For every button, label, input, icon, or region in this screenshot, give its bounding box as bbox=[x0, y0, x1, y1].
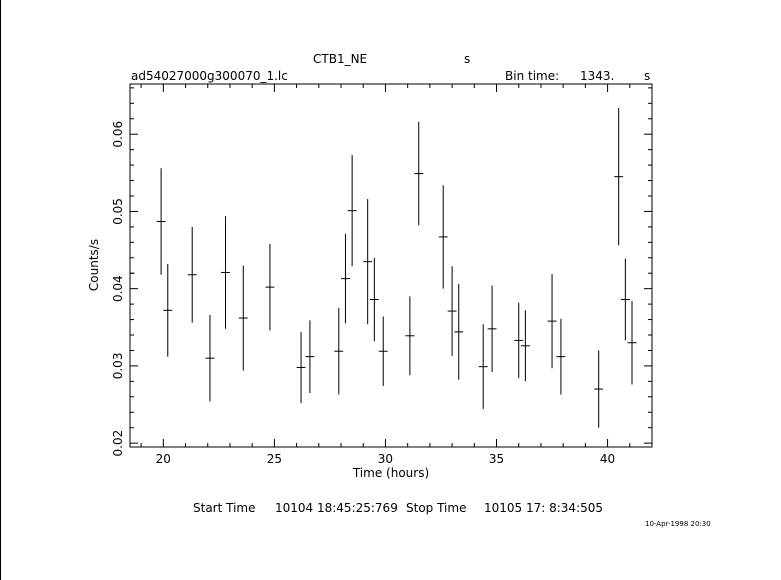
data-point bbox=[129, 226, 135, 320]
x-tick-label: 40 bbox=[600, 452, 615, 466]
data-point bbox=[514, 302, 524, 379]
data-point bbox=[156, 168, 166, 275]
y-tick-label: 0.03 bbox=[111, 353, 125, 380]
data-point bbox=[487, 285, 497, 373]
bin-time-unit: s bbox=[644, 69, 651, 83]
data-point bbox=[556, 318, 566, 395]
data-point bbox=[547, 273, 557, 369]
data-point bbox=[614, 107, 624, 246]
data-point bbox=[205, 314, 215, 402]
y-tick-label: 0.05 bbox=[111, 198, 125, 225]
x-axis-label: Time (hours) bbox=[352, 466, 429, 480]
stop-time-label: Stop Time bbox=[406, 501, 467, 515]
data-point bbox=[414, 121, 424, 226]
data-point bbox=[187, 226, 197, 323]
start-time-value: 10104 18:45:25:769 bbox=[275, 501, 398, 515]
y-tick-label: 0.02 bbox=[111, 430, 125, 457]
data-point bbox=[478, 324, 488, 410]
data-point bbox=[341, 233, 350, 324]
file-name: ad54027000g300070_1.lc bbox=[131, 69, 288, 83]
y-tick-label: 0.06 bbox=[111, 121, 125, 148]
plot-frame bbox=[129, 83, 653, 448]
x-tick-label: 30 bbox=[378, 452, 393, 466]
data-point bbox=[296, 331, 306, 403]
data-point bbox=[627, 301, 637, 385]
data-point bbox=[378, 316, 388, 386]
tick-labels: 20 25 30 35 40 0.02 0.03 0.04 0.05 0.06 bbox=[111, 121, 615, 466]
data-point bbox=[265, 243, 275, 331]
data-point bbox=[594, 350, 604, 428]
x-tick-label: 20 bbox=[156, 452, 171, 466]
object-unit: s bbox=[464, 52, 471, 66]
data-point bbox=[221, 216, 230, 329]
data-point bbox=[620, 258, 630, 341]
data-point bbox=[238, 265, 248, 371]
data-point bbox=[334, 307, 344, 395]
data-point bbox=[163, 263, 173, 357]
y-axis-label: Counts/s bbox=[87, 239, 101, 291]
bin-time-value: 1343. bbox=[580, 69, 615, 83]
data-point bbox=[305, 320, 315, 393]
start-time-label: Start Time bbox=[193, 501, 256, 515]
data-point bbox=[405, 296, 415, 376]
data-points bbox=[129, 107, 637, 428]
y-tick-label: 0.04 bbox=[111, 275, 125, 302]
data-point bbox=[447, 266, 457, 356]
data-point bbox=[363, 199, 373, 325]
data-point bbox=[347, 155, 357, 267]
data-point bbox=[438, 185, 448, 289]
data-point bbox=[520, 310, 530, 382]
date-stamp: 10-Apr-1998 20:30 bbox=[645, 520, 711, 528]
bin-time-label: Bin time: bbox=[505, 69, 560, 83]
x-tick-label: 35 bbox=[489, 452, 504, 466]
axis-ticks bbox=[130, 84, 653, 447]
object-name: CTB1_NE bbox=[313, 52, 368, 66]
data-point bbox=[369, 257, 379, 342]
stop-time-value: 10105 17: 8:34:505 bbox=[484, 501, 604, 515]
x-tick-label: 25 bbox=[267, 452, 282, 466]
data-point bbox=[454, 284, 464, 380]
left-border bbox=[0, 0, 1, 580]
